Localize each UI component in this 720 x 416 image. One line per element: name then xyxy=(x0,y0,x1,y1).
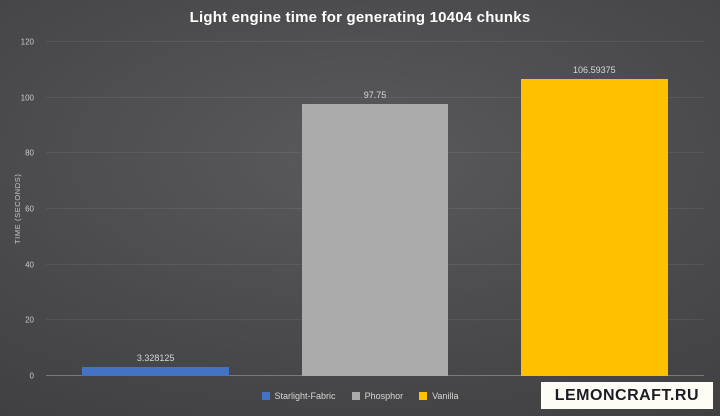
legend-swatch-icon xyxy=(419,392,428,400)
legend-item-vanilla: Vanilla xyxy=(419,391,458,401)
bar-value-label: 97.75 xyxy=(363,89,387,100)
y-tick-label: 120 xyxy=(20,37,34,47)
legend: Starlight-Fabric Phosphor Vanilla xyxy=(0,391,720,401)
chart-title: Light engine time for generating 10404 c… xyxy=(189,9,531,26)
bar-slot-vanilla: 106.59375 xyxy=(485,42,704,376)
y-tick-label: 100 xyxy=(20,93,34,103)
legend-label: Starlight-Fabric xyxy=(274,391,336,401)
bar-slot-phosphor: 97.75 xyxy=(265,42,484,376)
legend-label: Phosphor xyxy=(364,391,404,401)
y-tick-label: 0 xyxy=(29,371,34,381)
gridline xyxy=(46,96,704,98)
legend-label: Vanilla xyxy=(432,391,459,401)
y-tick-label: 60 xyxy=(25,204,34,214)
y-tick-label: 20 xyxy=(25,315,34,325)
watermark: LEMONCRAFT.RU xyxy=(540,381,713,409)
legend-swatch-icon xyxy=(261,392,270,400)
y-tick-label: 40 xyxy=(25,260,34,270)
legend-item-starlight-fabric: Starlight-Fabric xyxy=(261,391,336,401)
bar-phosphor xyxy=(301,103,449,376)
bar-value-label: 106.59375 xyxy=(573,65,616,76)
plot-area: 3.328125 97.75 106.59375 xyxy=(46,41,704,376)
bar-slot-starlight-fabric: 3.328125 xyxy=(46,42,265,376)
y-axis-ticks: 0 20 40 60 80 100 120 xyxy=(0,38,42,381)
legend-item-phosphor: Phosphor xyxy=(351,391,404,401)
bar-value-label: 3.328125 xyxy=(136,352,175,363)
bar-vanilla xyxy=(520,79,668,376)
bars: 3.328125 97.75 106.59375 xyxy=(46,42,704,376)
legend-swatch-icon xyxy=(351,392,360,400)
bar-starlight-fabric xyxy=(82,366,230,376)
gridline xyxy=(46,41,704,42)
y-tick-label: 80 xyxy=(25,148,34,158)
